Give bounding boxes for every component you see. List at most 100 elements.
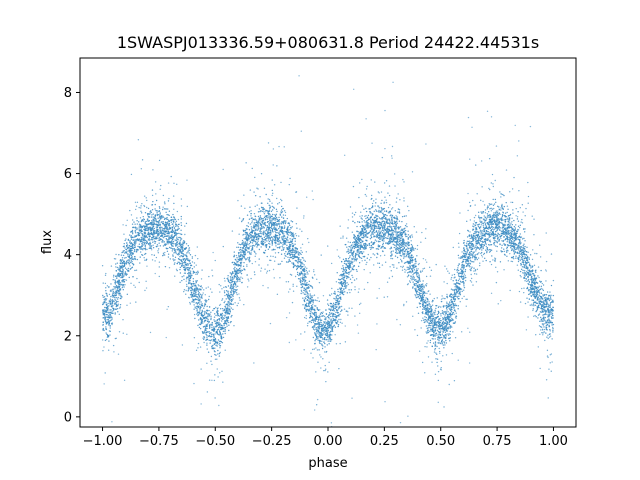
data-point bbox=[242, 241, 245, 243]
data-point bbox=[342, 270, 344, 273]
data-point bbox=[236, 274, 238, 276]
data-point bbox=[261, 225, 263, 228]
data-point bbox=[217, 323, 220, 325]
data-point bbox=[389, 221, 391, 224]
data-point bbox=[498, 240, 501, 242]
data-point bbox=[366, 257, 368, 259]
data-point bbox=[436, 326, 438, 328]
data-point bbox=[244, 269, 246, 271]
data-point bbox=[326, 315, 329, 318]
data-point bbox=[380, 230, 382, 232]
data-point bbox=[410, 243, 413, 246]
data-point bbox=[550, 284, 553, 287]
data-point bbox=[543, 297, 546, 299]
data-point bbox=[282, 208, 284, 210]
data-point bbox=[463, 239, 465, 242]
data-point bbox=[172, 230, 175, 233]
data-point bbox=[395, 235, 398, 237]
data-point bbox=[151, 220, 153, 222]
data-point bbox=[363, 225, 365, 227]
data-point bbox=[436, 353, 438, 355]
data-point bbox=[341, 267, 343, 270]
data-point bbox=[143, 242, 146, 244]
data-point bbox=[371, 246, 373, 248]
data-point bbox=[112, 290, 115, 293]
data-point bbox=[121, 257, 124, 259]
data-point bbox=[527, 279, 529, 282]
data-point bbox=[382, 243, 384, 246]
data-point bbox=[240, 264, 242, 266]
data-point bbox=[274, 248, 276, 251]
data-point bbox=[352, 256, 355, 258]
data-point bbox=[411, 279, 413, 281]
data-point bbox=[467, 265, 469, 267]
data-point bbox=[361, 215, 363, 217]
data-point bbox=[266, 225, 269, 227]
data-point bbox=[523, 243, 525, 245]
data-point bbox=[491, 255, 493, 257]
data-point bbox=[509, 234, 511, 236]
data-point bbox=[549, 296, 552, 298]
data-point bbox=[479, 229, 482, 231]
data-point bbox=[417, 280, 419, 282]
data-point bbox=[180, 222, 182, 224]
data-point bbox=[105, 289, 107, 292]
data-point bbox=[542, 316, 545, 319]
data-point bbox=[474, 257, 476, 259]
data-point bbox=[518, 249, 520, 251]
data-point bbox=[511, 241, 513, 243]
data-point bbox=[385, 242, 387, 244]
data-point bbox=[236, 264, 238, 266]
data-point bbox=[107, 302, 109, 305]
data-point bbox=[360, 257, 363, 260]
data-point bbox=[163, 241, 165, 243]
data-point bbox=[325, 317, 327, 319]
data-point bbox=[389, 224, 391, 226]
data-point bbox=[543, 331, 545, 333]
data-point bbox=[305, 293, 307, 295]
data-point bbox=[439, 350, 441, 353]
data-point bbox=[366, 236, 368, 239]
data-point bbox=[441, 333, 444, 335]
data-point bbox=[378, 217, 381, 219]
data-point bbox=[367, 214, 370, 217]
data-point bbox=[134, 246, 136, 248]
data-point bbox=[468, 240, 471, 242]
data-point bbox=[413, 266, 415, 269]
data-point bbox=[512, 238, 514, 241]
data-point bbox=[546, 336, 548, 338]
data-point bbox=[311, 296, 313, 299]
data-point bbox=[464, 270, 467, 273]
data-point bbox=[135, 226, 137, 229]
data-point bbox=[430, 322, 432, 325]
data-point bbox=[320, 315, 322, 317]
data-point bbox=[278, 232, 280, 235]
data-point bbox=[106, 313, 108, 316]
data-point bbox=[243, 256, 246, 258]
data-point bbox=[426, 301, 428, 303]
data-point bbox=[411, 245, 414, 247]
data-point bbox=[114, 288, 116, 290]
data-point bbox=[329, 333, 332, 336]
data-point bbox=[187, 272, 189, 275]
data-point bbox=[274, 230, 276, 232]
data-point bbox=[107, 315, 109, 317]
data-point bbox=[191, 285, 194, 288]
data-point bbox=[253, 271, 256, 273]
data-point bbox=[497, 214, 500, 217]
data-point bbox=[506, 255, 508, 257]
data-point bbox=[501, 205, 503, 207]
data-point bbox=[552, 314, 554, 317]
data-point bbox=[427, 324, 430, 327]
data-point bbox=[224, 321, 227, 323]
data-point bbox=[158, 226, 161, 229]
data-point bbox=[508, 214, 510, 217]
data-point bbox=[257, 215, 260, 218]
data-point bbox=[455, 279, 457, 281]
data-point bbox=[364, 246, 366, 248]
data-point bbox=[522, 244, 524, 247]
data-point bbox=[195, 286, 197, 288]
data-point bbox=[526, 280, 528, 283]
data-point bbox=[325, 323, 327, 325]
data-point bbox=[232, 270, 234, 273]
